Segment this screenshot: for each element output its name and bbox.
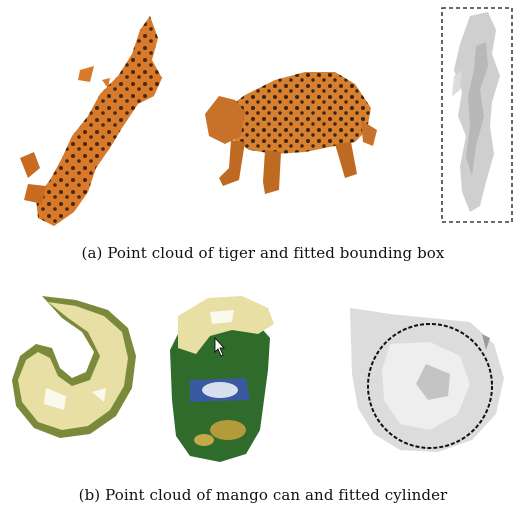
caption-a: (a) Point cloud of tiger and fitted boun… (81, 244, 445, 262)
caption-b: (b) Point cloud of mango can and fitted … (78, 486, 448, 504)
tiger-cloud-middle (195, 50, 385, 200)
can-cloud-left (6, 288, 146, 448)
tiger-bounding-box-panel (440, 6, 516, 226)
can-cloud-middle (160, 290, 280, 465)
mouse-cursor-icon (214, 336, 225, 357)
fitted-bounding-box (441, 7, 513, 223)
fitted-cylinder-outline (367, 323, 493, 449)
tiger-cloud-left (10, 8, 180, 233)
can-fitted-cylinder-panel (330, 304, 520, 464)
